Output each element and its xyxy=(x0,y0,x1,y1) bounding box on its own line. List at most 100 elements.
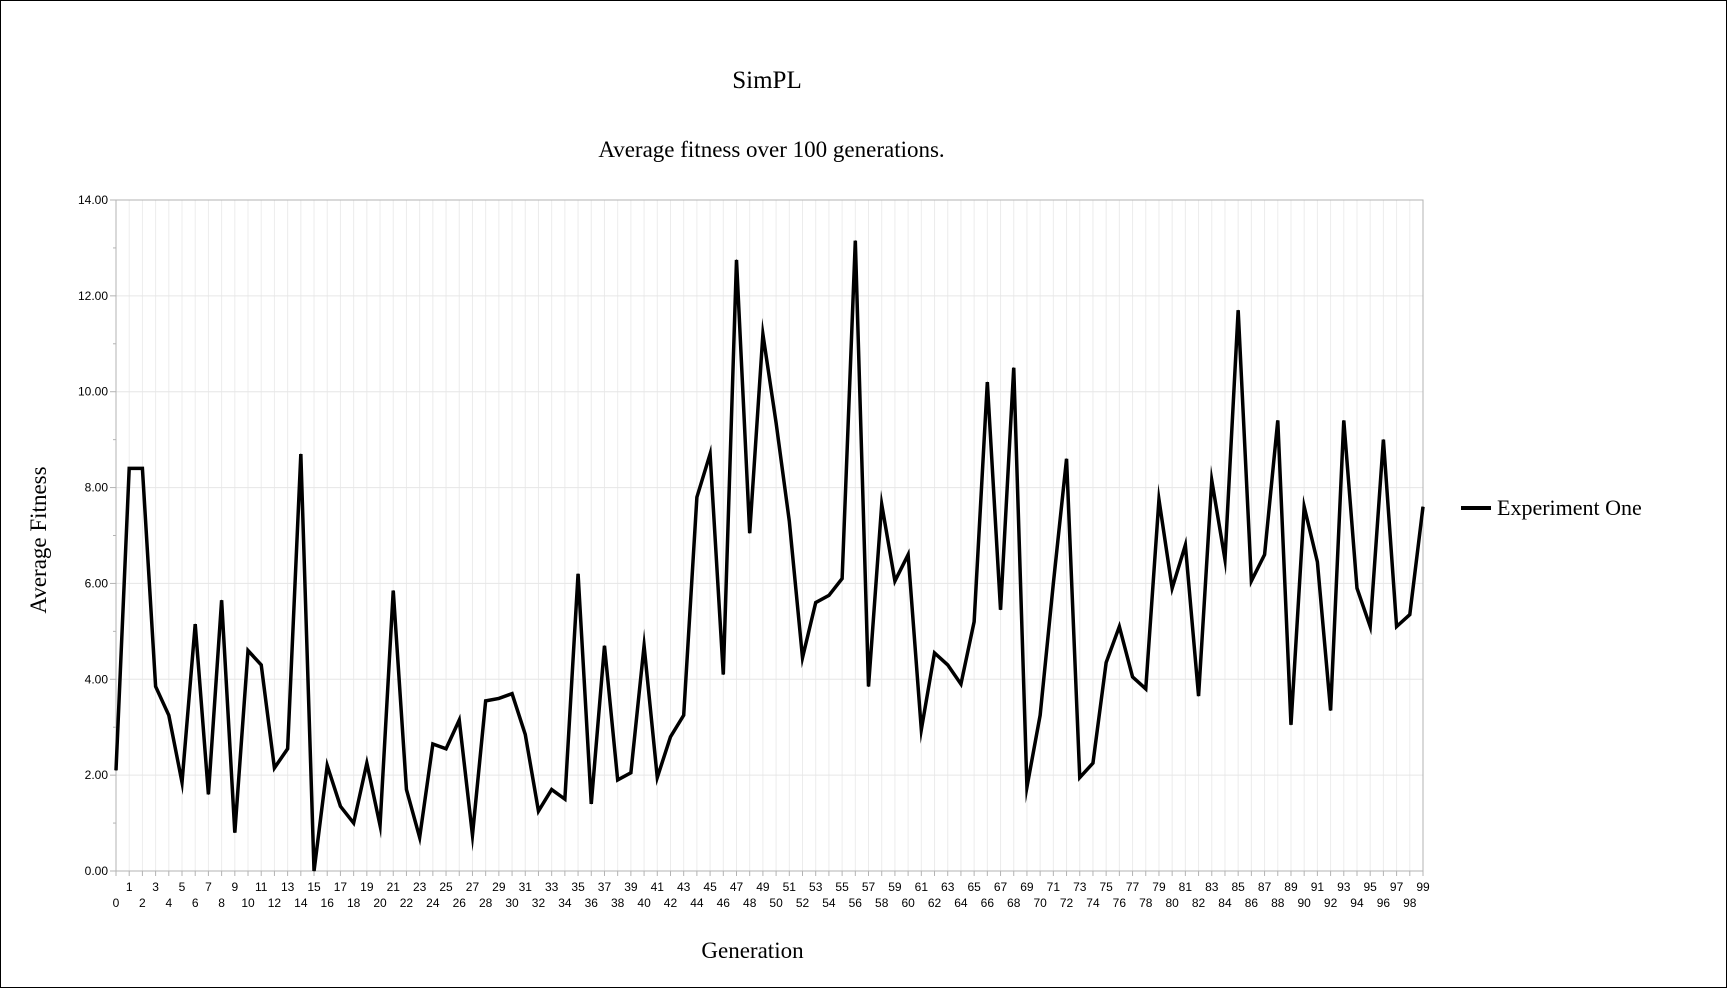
x-axis-label: Generation xyxy=(701,938,804,963)
x-tick-label: 2 xyxy=(139,896,146,910)
x-tick-label: 66 xyxy=(981,896,995,910)
data-point xyxy=(1026,786,1028,788)
data-point xyxy=(247,650,249,652)
x-tick-label: 58 xyxy=(875,896,889,910)
x-tick-label: 53 xyxy=(809,880,823,894)
x-tick-label: 28 xyxy=(479,896,493,910)
data-point xyxy=(1066,458,1068,460)
x-tick-label: 32 xyxy=(532,896,546,910)
data-point xyxy=(1171,587,1173,589)
data-point xyxy=(1316,561,1318,563)
y-tick-label: 12.00 xyxy=(78,289,108,303)
data-point xyxy=(762,333,764,335)
data-point xyxy=(551,789,553,791)
data-point xyxy=(1013,367,1015,369)
data-point xyxy=(1184,544,1186,546)
data-point xyxy=(273,767,275,769)
x-tick-label: 17 xyxy=(334,880,348,894)
x-tick-label: 91 xyxy=(1311,880,1325,894)
data-point xyxy=(868,685,870,687)
x-tick-label: 44 xyxy=(690,896,704,910)
data-point xyxy=(115,769,117,771)
data-point xyxy=(168,714,170,716)
x-tick-label: 72 xyxy=(1060,896,1074,910)
data-point xyxy=(537,810,539,812)
data-point xyxy=(802,657,804,659)
data-point xyxy=(366,762,368,764)
data-point xyxy=(1356,587,1358,589)
data-point xyxy=(207,793,209,795)
data-point xyxy=(471,834,473,836)
data-point xyxy=(920,729,922,731)
data-point xyxy=(603,645,605,647)
x-tick-label: 33 xyxy=(545,880,559,894)
x-tick-label: 78 xyxy=(1139,896,1153,910)
x-tick-label: 46 xyxy=(717,896,731,910)
x-tick-label: 22 xyxy=(400,896,414,910)
x-tick-label: 49 xyxy=(756,880,770,894)
x-tick-label: 65 xyxy=(967,880,981,894)
data-point xyxy=(841,578,843,580)
x-tick-label: 35 xyxy=(571,880,585,894)
data-point xyxy=(643,645,645,647)
data-point xyxy=(1224,558,1226,560)
data-point xyxy=(1000,609,1002,611)
data-point xyxy=(669,736,671,738)
x-tick-label: 97 xyxy=(1390,880,1404,894)
data-point xyxy=(1052,582,1054,584)
data-point xyxy=(1158,499,1160,501)
x-tick-label: 81 xyxy=(1179,880,1193,894)
x-tick-label: 73 xyxy=(1073,880,1087,894)
x-tick-label: 24 xyxy=(426,896,440,910)
data-point xyxy=(1250,580,1252,582)
data-point xyxy=(1039,714,1041,716)
data-point xyxy=(485,700,487,702)
data-point xyxy=(511,693,513,695)
x-tick-label: 21 xyxy=(387,880,401,894)
x-tick-label: 4 xyxy=(165,896,172,910)
data-point xyxy=(445,748,447,750)
data-point xyxy=(141,467,143,469)
data-point xyxy=(788,520,790,522)
x-tick-label: 36 xyxy=(585,896,599,910)
data-point xyxy=(973,621,975,623)
chart-title: SimPL xyxy=(732,67,802,94)
x-tick-label: 86 xyxy=(1245,896,1259,910)
x-tick-label: 39 xyxy=(624,880,638,894)
x-tick-label: 55 xyxy=(835,880,849,894)
data-point xyxy=(498,697,500,699)
data-point xyxy=(907,554,909,556)
data-point xyxy=(181,781,183,783)
x-tick-label: 27 xyxy=(466,880,480,894)
data-point xyxy=(590,803,592,805)
data-point xyxy=(617,779,619,781)
x-tick-label: 29 xyxy=(492,880,506,894)
x-tick-label: 20 xyxy=(373,896,387,910)
x-tick-label: 61 xyxy=(915,880,929,894)
x-tick-label: 9 xyxy=(231,880,238,894)
x-tick-label: 26 xyxy=(453,896,467,910)
x-tick-label: 0 xyxy=(113,896,120,910)
x-tick-label: 11 xyxy=(255,880,268,894)
y-tick-label: 10.00 xyxy=(78,385,108,399)
data-point xyxy=(1132,676,1134,678)
data-point xyxy=(696,496,698,498)
y-tick-label: 2.00 xyxy=(85,768,109,782)
x-tick-label: 25 xyxy=(439,880,453,894)
x-tick-label: 43 xyxy=(677,880,691,894)
x-tick-label: 48 xyxy=(743,896,757,910)
x-tick-label: 1 xyxy=(126,880,133,894)
x-tick-label: 63 xyxy=(941,880,955,894)
data-point xyxy=(775,422,777,424)
x-tick-label: 74 xyxy=(1086,896,1100,910)
data-point xyxy=(947,664,949,666)
data-point xyxy=(1105,662,1107,664)
legend-label-experiment-one: Experiment One xyxy=(1497,495,1642,520)
series-line-experiment-one xyxy=(114,240,1425,872)
x-tick-label: 15 xyxy=(307,880,321,894)
data-point xyxy=(1290,724,1292,726)
x-tick-label: 19 xyxy=(360,880,374,894)
data-point xyxy=(1079,777,1081,779)
data-point xyxy=(815,602,817,604)
